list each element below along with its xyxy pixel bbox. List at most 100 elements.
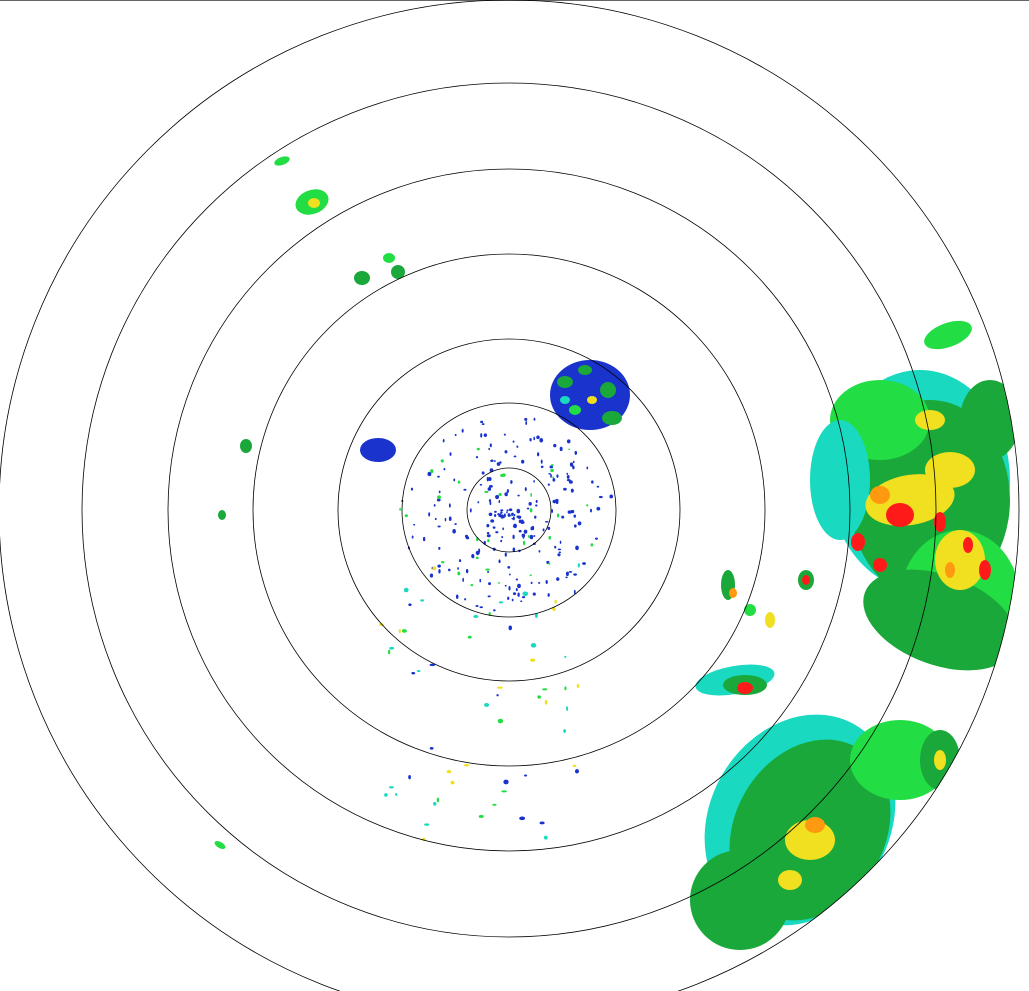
echo-cell [547, 593, 550, 597]
echo-cell [572, 460, 575, 464]
echo-cell [925, 452, 975, 488]
precipitation-echoes [214, 156, 1019, 950]
echo-cell [504, 552, 507, 557]
echo-cell [555, 498, 559, 503]
echo-cell [529, 508, 533, 513]
echo-cell [408, 603, 412, 607]
echo-cell [569, 462, 574, 467]
echo-cell [522, 540, 526, 546]
echo-cell [493, 609, 496, 612]
echo-cell [542, 528, 545, 532]
echo-cell [591, 480, 594, 484]
echo-cell [565, 576, 568, 579]
echo-cell [498, 601, 504, 604]
echo-cell [945, 562, 955, 578]
echo-cell [389, 646, 395, 650]
echo-cell [535, 504, 538, 507]
echo-cell [481, 471, 485, 475]
echo-cell [554, 599, 557, 604]
echo-cell [274, 156, 290, 166]
echo-cell [488, 582, 491, 586]
echo-cell [570, 509, 575, 514]
echo-cell [433, 503, 436, 507]
echo-cell [408, 774, 411, 780]
echo-cell [556, 577, 560, 581]
echo-cell [515, 578, 519, 581]
echo-cell [488, 477, 492, 482]
echo-cell [765, 612, 775, 628]
echo-cell [475, 456, 479, 459]
echo-cell [530, 581, 533, 585]
echo-cell [473, 614, 479, 619]
echo-cell [354, 271, 370, 285]
echo-cell [543, 835, 548, 840]
echo-cell [554, 545, 557, 549]
echo-cell [475, 604, 479, 608]
echo-cell [493, 460, 496, 462]
echo-cell [404, 514, 408, 518]
echo-cell [437, 525, 441, 528]
echo-cell [420, 599, 425, 602]
echo-cell [573, 589, 576, 594]
echo-cell [498, 499, 501, 504]
echo-cell [521, 459, 525, 464]
echo-cell [527, 534, 530, 538]
echo-cell [471, 554, 475, 559]
echo-cell [566, 478, 571, 482]
echo-cell [437, 564, 441, 568]
echo-cell [504, 450, 508, 454]
echo-cell [530, 658, 536, 662]
echo-cell [934, 750, 946, 770]
echo-cell [536, 452, 540, 457]
echo-cell [500, 514, 504, 519]
echo-cell [548, 535, 552, 540]
echo-cell [488, 485, 493, 488]
echo-cell [525, 420, 528, 425]
echo-cell [534, 515, 537, 519]
echo-cell [507, 513, 511, 517]
echo-cell [566, 472, 569, 475]
echo-cell [600, 382, 616, 398]
echo-cell [470, 584, 474, 587]
echo-cell [495, 494, 500, 500]
echo-cell [802, 575, 810, 585]
echo-cell [493, 513, 497, 518]
echo-cell [454, 433, 457, 437]
echo-cell [436, 797, 440, 803]
echo-cell [539, 438, 544, 443]
echo-cell [737, 682, 753, 694]
echo-cell [501, 790, 507, 793]
range-ring [337, 338, 681, 682]
echo-cell [410, 487, 414, 491]
echo-cell [411, 535, 414, 539]
echo-cell [744, 604, 756, 616]
echo-cell [496, 462, 501, 466]
echo-cell [934, 512, 946, 532]
echo-cell [218, 510, 226, 520]
echo-cell [516, 445, 519, 448]
echo-cell [504, 584, 507, 587]
echo-cell [486, 523, 490, 528]
echo-cell [566, 706, 569, 712]
echo-cell [886, 503, 914, 527]
echo-cell [576, 683, 580, 688]
echo-cell [490, 519, 495, 523]
echo-cell [536, 435, 540, 440]
echo-cell [403, 587, 409, 593]
echo-cell [489, 501, 492, 506]
echo-cell [448, 503, 451, 508]
range-ring [252, 253, 766, 767]
echo-cell [924, 320, 972, 350]
echo-cell [582, 562, 586, 565]
echo-cell [437, 475, 440, 478]
echo-cell [447, 568, 451, 572]
echo-cell [561, 515, 565, 519]
echo-cell [438, 546, 441, 550]
echo-cell [448, 516, 452, 521]
echo-cell [542, 688, 548, 691]
echo-cell [550, 473, 552, 478]
echo-cell [512, 516, 515, 521]
